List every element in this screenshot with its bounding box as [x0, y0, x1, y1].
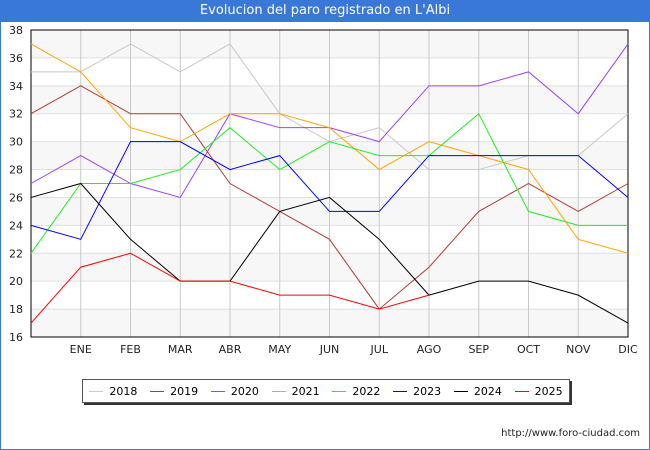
legend-item-2024: 2024: [453, 384, 502, 398]
x-tick-label: JUN: [319, 343, 340, 356]
legend-item-2019: 2019: [150, 385, 198, 398]
legend-label: 2022: [352, 384, 381, 398]
legend-swatch: [514, 390, 529, 392]
x-tick-label: NOV: [566, 343, 591, 356]
legend-item-2021: 2021: [271, 384, 320, 398]
legend: 2018 2019 2020 2021 2022 2023 2024 2025: [82, 379, 570, 403]
series-line-2019: [30, 85, 629, 310]
legend-label: 2023: [413, 384, 442, 398]
x-tick-label: MAY: [268, 343, 291, 356]
x-tick-label: DIC: [618, 343, 638, 356]
legend-swatch: [210, 390, 225, 392]
y-tick-label: 22: [9, 247, 23, 260]
series-line-2023: [30, 141, 629, 240]
y-tick-label: 24: [9, 219, 23, 232]
x-tick-label: FEB: [120, 343, 141, 356]
y-tick-label: 32: [9, 108, 23, 121]
legend-label: 2025: [534, 384, 563, 398]
legend-label: 2021: [291, 384, 320, 398]
x-tick-label: JUL: [370, 343, 389, 356]
x-tick-label: OCT: [517, 343, 540, 356]
legend-label: 2018: [109, 384, 138, 398]
chart-title: Evolucion del paro registrado en L'Albi: [0, 0, 650, 22]
y-tick-label: 38: [9, 24, 23, 37]
legend-item-2020: 2020: [210, 384, 259, 398]
legend-label: 2024: [473, 384, 502, 398]
series-line-2021: [30, 43, 629, 254]
y-tick-label: 28: [9, 164, 23, 177]
y-tick-label: 16: [9, 331, 23, 344]
legend-swatch: [89, 390, 104, 392]
x-tick-label: MAR: [168, 343, 193, 356]
y-tick-label: 18: [9, 303, 23, 316]
legend-item-2023: 2023: [393, 385, 441, 398]
x-tick-label: AGO: [417, 343, 442, 356]
legend-swatch: [271, 390, 286, 392]
legend-item-2022: 2022: [332, 385, 380, 398]
legend-label: 2020: [230, 384, 259, 398]
x-tick-label: ENE: [70, 343, 92, 356]
x-tick-label: ABR: [219, 343, 242, 356]
legend-swatch: [150, 390, 165, 392]
y-tick-label: 34: [9, 80, 23, 93]
legend-label: 2019: [170, 384, 199, 398]
legend-item-2018: 2018: [89, 385, 137, 398]
y-tick-label: 30: [9, 136, 23, 149]
legend-item-2025: 2025: [514, 384, 563, 398]
legend-swatch: [332, 390, 347, 392]
footer-url: http://www.foro-ciudad.com: [501, 428, 640, 439]
y-tick-label: 36: [9, 52, 23, 65]
y-tick-label: 26: [9, 191, 23, 204]
series-line-2022: [30, 112, 628, 254]
series-line-2025: [30, 252, 430, 324]
legend-swatch: [453, 390, 468, 392]
legend-swatch: [393, 390, 408, 392]
series-line-2024: [30, 182, 629, 324]
y-tick-label: 20: [9, 275, 23, 288]
x-tick-label: SEP: [468, 343, 489, 356]
